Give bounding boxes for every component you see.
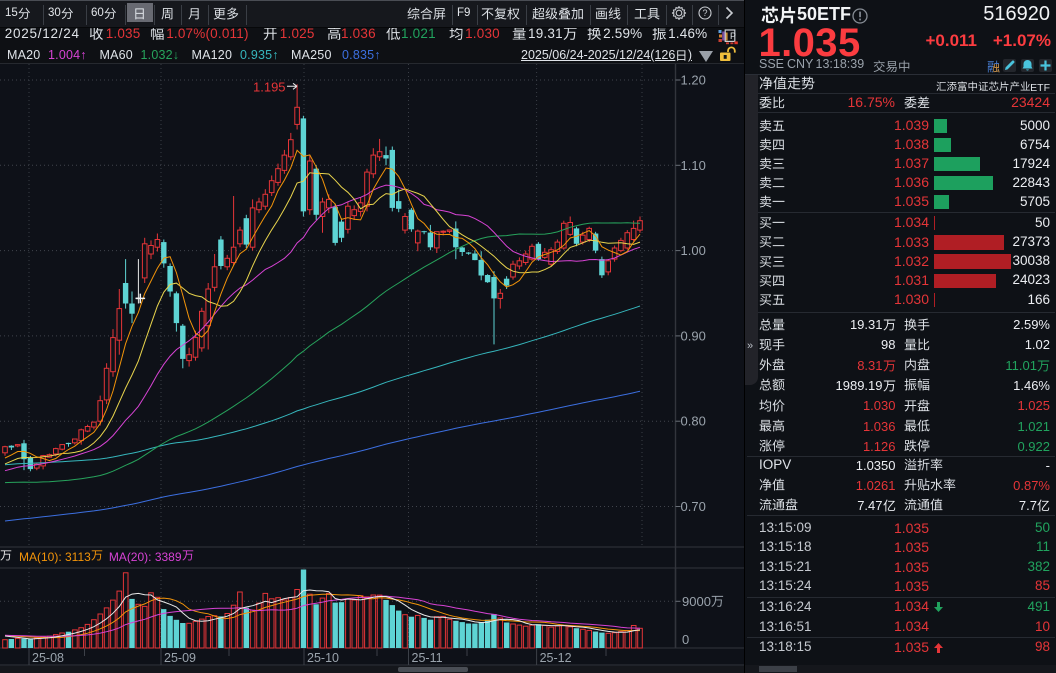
svg-text:25-10: 25-10	[307, 651, 339, 665]
svg-text:0.80: 0.80	[681, 414, 706, 429]
svg-text:P: P	[730, 31, 736, 41]
svg-text:25-08: 25-08	[32, 651, 64, 665]
svg-text:1.10: 1.10	[681, 158, 706, 173]
svg-text:25-12: 25-12	[540, 651, 572, 665]
svg-text:1.00: 1.00	[681, 243, 706, 258]
svg-text:25-11: 25-11	[412, 651, 443, 665]
svg-text:0.70: 0.70	[681, 499, 706, 514]
svg-text:?: ?	[702, 8, 707, 18]
svg-text:1.20: 1.20	[681, 73, 706, 88]
svg-text:0: 0	[682, 632, 689, 647]
svg-text:0.90: 0.90	[681, 328, 706, 343]
svg-text:1.195: 1.195	[253, 79, 286, 94]
svg-text:25-09: 25-09	[164, 651, 196, 665]
svg-text:9000: 9000	[682, 594, 711, 609]
